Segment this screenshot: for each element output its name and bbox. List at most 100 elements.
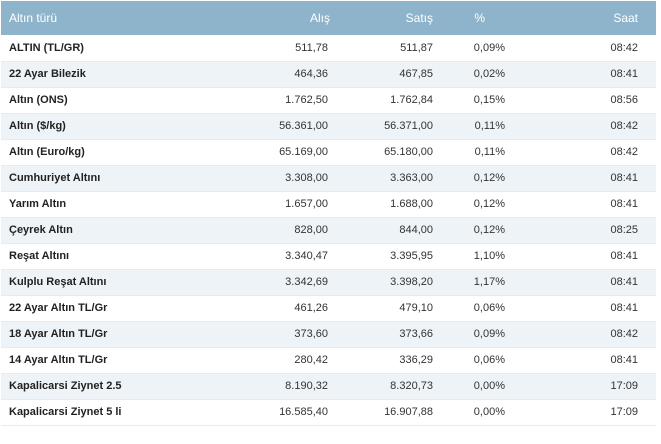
row-buy-cell: 280,42 — [216, 347, 336, 374]
row-sell-cell: 373,66 — [336, 321, 441, 348]
row-buy-cell: 56.361,00 — [216, 113, 336, 140]
table-row[interactable]: Altın ($/kg) 56.361,00 56.371,00 0,11% 08:42 — [1, 113, 656, 140]
row-time-cell: 08:41 — [541, 191, 656, 218]
table-row[interactable]: Kapalicarsi Ziynet 5 li 16.585,40 16.907,8… — [1, 399, 656, 426]
row-buy-cell: 1.762,50 — [216, 87, 336, 114]
row-name-cell: Kapalicarsi Ziynet 2.5 — [1, 373, 216, 400]
row-sell-cell: 56.371,00 — [336, 113, 441, 140]
row-time-cell: 08:42 — [541, 113, 656, 140]
row-change-cell: 0,11% — [441, 139, 541, 166]
row-name-cell: Kulplu Reşat Altını — [1, 269, 216, 296]
row-sell-cell: 8.320,73 — [336, 373, 441, 400]
gold-price-table: Altın türü Alış Satış % Saat ALTIN (TL/G… — [1, 1, 656, 426]
row-time-cell: 08:41 — [541, 269, 656, 296]
row-name-cell: Çeyrek Altın — [1, 217, 216, 244]
row-name-cell: 22 Ayar Altın TL/Gr — [1, 295, 216, 322]
table-row[interactable]: 18 Ayar Altın TL/Gr 373,60 373,66 0,09% 08:4… — [1, 321, 656, 348]
row-name-cell: 22 Ayar Bilezik — [1, 61, 216, 88]
column-header-time[interactable]: Saat — [613, 11, 638, 25]
table-row[interactable]: Altın (ONS) 1.762,50 1.762,84 0,15% 08:56 — [1, 87, 656, 114]
row-time-cell: 08:41 — [541, 243, 656, 270]
row-time-cell: 08:42 — [541, 139, 656, 166]
table-row[interactable]: Yarım Altın 1.657,00 1.688,00 0,12% 08:41 — [1, 191, 656, 218]
table-row[interactable]: Kulplu Reşat Altını 3.342,69 3.398,20 1,17%… — [1, 269, 656, 296]
row-name-cell: Reşat Altını — [1, 243, 216, 270]
row-time-cell: 17:09 — [541, 399, 656, 426]
row-buy-cell: 3.308,00 — [216, 165, 336, 192]
row-buy-cell: 3.342,69 — [216, 269, 336, 296]
row-change-cell: 0,11% — [441, 113, 541, 140]
row-sell-cell: 844,00 — [336, 217, 441, 244]
table-row[interactable]: Reşat Altını 3.340,47 3.395,95 1,10% 08:41 — [1, 243, 656, 270]
row-change-cell: 0,12% — [441, 165, 541, 192]
row-name-cell: Kapalicarsi Ziynet 5 li — [1, 399, 216, 426]
row-time-cell: 08:42 — [541, 321, 656, 348]
row-change-cell: 0,09% — [441, 35, 541, 62]
table-row[interactable]: Kapalicarsi Ziynet 2.5 8.190,32 8.320,73 0,… — [1, 373, 656, 400]
row-time-cell: 08:41 — [541, 165, 656, 192]
gold-price-table-container: Altın türü Alış Satış % Saat ALTIN (TL/G… — [1, 1, 656, 431]
row-sell-cell: 3.363,00 — [336, 165, 441, 192]
row-buy-cell: 461,26 — [216, 295, 336, 322]
row-time-cell: 08:41 — [541, 61, 656, 88]
row-buy-cell: 464,36 — [216, 61, 336, 88]
row-sell-cell: 511,87 — [336, 35, 441, 62]
row-sell-cell: 65.180,00 — [336, 139, 441, 166]
table-row[interactable]: 22 Ayar Altın TL/Gr 461,26 479,10 0,06% 08:4… — [1, 295, 656, 322]
row-change-cell: 1,17% — [441, 269, 541, 296]
row-time-cell: 08:25 — [541, 217, 656, 244]
column-header-sell[interactable]: Satış — [405, 11, 433, 25]
row-buy-cell: 373,60 — [216, 321, 336, 348]
row-name-cell: Cumhuriyet Altını — [1, 165, 216, 192]
row-time-cell: 08:41 — [541, 295, 656, 322]
row-buy-cell: 828,00 — [216, 217, 336, 244]
row-change-cell: 0,00% — [441, 399, 541, 426]
row-name-cell: Yarım Altın — [1, 191, 216, 218]
row-sell-cell: 16.907,88 — [336, 399, 441, 426]
row-name-cell: Altın (ONS) — [1, 87, 216, 114]
row-change-cell: 0,06% — [441, 347, 541, 374]
row-sell-cell: 1.762,84 — [336, 87, 441, 114]
table-row[interactable]: Çeyrek Altın 828,00 844,00 0,12% 08:25 — [1, 217, 656, 244]
row-name-cell: 18 Ayar Altın TL/Gr — [1, 321, 216, 348]
row-sell-cell: 336,29 — [336, 347, 441, 374]
header-row: Altın türü Alış Satış % Saat — [1, 1, 656, 35]
row-sell-cell: 1.688,00 — [336, 191, 441, 218]
table-body: ALTIN (TL/GR) 511,78 511,87 0,09% 08:42 22 Ay… — [1, 35, 656, 426]
table-row[interactable]: 14 Ayar Altın TL/Gr 280,42 336,29 0,06% 08:4… — [1, 347, 656, 374]
column-header-change[interactable]: % — [474, 11, 485, 25]
row-sell-cell: 467,85 — [336, 61, 441, 88]
table-row[interactable]: Cumhuriyet Altını 3.308,00 3.363,00 0,12% 08… — [1, 165, 656, 192]
table-row[interactable]: ALTIN (TL/GR) 511,78 511,87 0,09% 08:42 — [1, 35, 656, 62]
row-sell-cell: 479,10 — [336, 295, 441, 322]
row-change-cell: 0,09% — [441, 321, 541, 348]
row-buy-cell: 511,78 — [216, 35, 336, 62]
row-change-cell: 1,10% — [441, 243, 541, 270]
row-change-cell: 0,02% — [441, 61, 541, 88]
row-name-cell: ALTIN (TL/GR) — [1, 35, 216, 62]
row-change-cell: 0,12% — [441, 217, 541, 244]
row-change-cell: 0,06% — [441, 295, 541, 322]
row-time-cell: 08:41 — [541, 347, 656, 374]
row-time-cell: 08:56 — [541, 87, 656, 114]
row-time-cell: 17:09 — [541, 373, 656, 400]
row-buy-cell: 8.190,32 — [216, 373, 336, 400]
row-buy-cell: 3.340,47 — [216, 243, 336, 270]
row-buy-cell: 65.169,00 — [216, 139, 336, 166]
table-row[interactable]: 22 Ayar Bilezik 464,36 467,85 0,02% 08:41 — [1, 61, 656, 88]
row-change-cell: 0,12% — [441, 191, 541, 218]
row-time-cell: 08:42 — [541, 35, 656, 62]
row-change-cell: 0,15% — [441, 87, 541, 114]
column-header-buy[interactable]: Alış — [309, 11, 330, 25]
row-name-cell: Altın ($/kg) — [1, 113, 216, 140]
row-sell-cell: 3.395,95 — [336, 243, 441, 270]
row-buy-cell: 1.657,00 — [216, 191, 336, 218]
table-row[interactable]: Altın (Euro/kg) 65.169,00 65.180,00 0,11% 08… — [1, 139, 656, 166]
column-header-name[interactable]: Altın türü — [9, 11, 58, 25]
row-name-cell: Altın (Euro/kg) — [1, 139, 216, 166]
row-change-cell: 0,00% — [441, 373, 541, 400]
table-header: Altın türü Alış Satış % Saat — [1, 1, 656, 35]
row-sell-cell: 3.398,20 — [336, 269, 441, 296]
row-name-cell: 14 Ayar Altın TL/Gr — [1, 347, 216, 374]
row-buy-cell: 16.585,40 — [216, 399, 336, 426]
